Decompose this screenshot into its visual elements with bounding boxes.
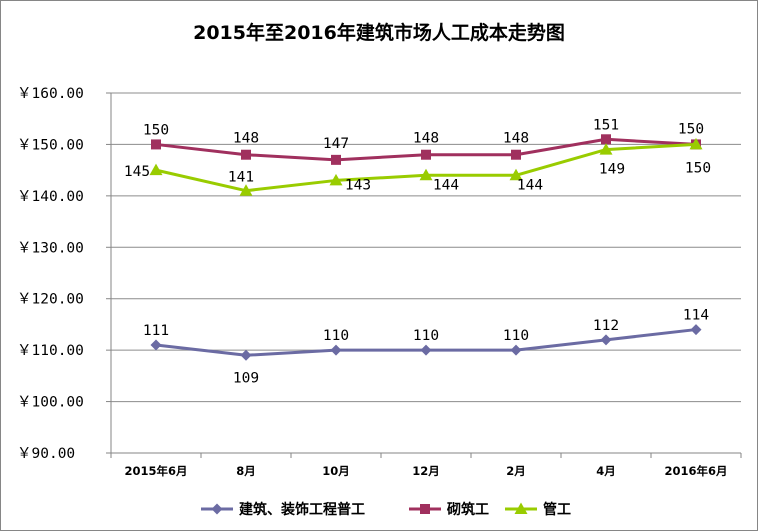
data-label: 149 <box>599 162 625 178</box>
x-tick-label: 10月 <box>322 464 350 478</box>
data-labels: 111 109 110 110 110 112 114 150 148 147 148 148 151 1… <box>124 117 711 386</box>
legend-marker <box>211 503 223 515</box>
data-point <box>240 349 252 361</box>
legend-marker <box>514 502 528 514</box>
y-axis-tick-labels: ￥160.00 ￥150.00 ￥140.00 ￥130.00 ￥120.00 ￥110.… <box>17 86 84 462</box>
data-point <box>239 184 253 196</box>
y-tick-label: ￥110.00 <box>17 343 84 359</box>
chart-title: 2015年至2016年建筑市场人工成本走势图 <box>193 21 565 44</box>
data-label: 148 <box>233 131 259 147</box>
grid-lines <box>106 92 741 454</box>
legend: 建筑、装饰工程普工 砌筑工 管工 <box>201 501 571 518</box>
y-tick-label: ￥150.00 <box>17 137 84 153</box>
data-label: 112 <box>593 318 619 334</box>
data-point <box>601 134 611 145</box>
data-label: 110 <box>323 328 349 344</box>
data-label: 151 <box>593 117 619 133</box>
legend-marker <box>420 504 430 514</box>
x-tick-label: 2月 <box>506 464 526 478</box>
data-label: 110 <box>503 328 529 344</box>
y-tick-label: ￥90.00 <box>17 446 75 462</box>
y-tick-label: ￥120.00 <box>17 292 84 308</box>
data-point <box>509 168 523 181</box>
data-label: 150 <box>685 160 711 176</box>
data-point <box>151 139 161 150</box>
data-point <box>689 137 703 150</box>
data-point <box>241 149 251 160</box>
data-label: 114 <box>683 308 709 324</box>
data-label: 144 <box>517 177 543 193</box>
data-point <box>599 143 613 155</box>
data-point <box>331 154 341 165</box>
data-label: 111 <box>143 323 169 339</box>
data-label: 148 <box>503 131 529 147</box>
series-lines <box>149 134 703 361</box>
x-tick-label: 12月 <box>412 464 440 478</box>
x-tick-label: 4月 <box>596 464 616 478</box>
legend-item: 管工 <box>505 501 571 518</box>
series-3 <box>149 137 703 196</box>
data-point <box>330 344 342 356</box>
data-point <box>690 324 702 336</box>
legend-item: 砌筑工 <box>409 501 489 518</box>
data-point <box>511 149 521 160</box>
y-tick-label: ￥160.00 <box>17 86 84 102</box>
data-label: 148 <box>413 131 439 147</box>
data-point <box>150 339 162 351</box>
data-point <box>419 168 433 181</box>
axes <box>110 93 742 458</box>
data-label: 143 <box>345 177 371 193</box>
data-label: 144 <box>433 177 459 193</box>
data-label: 150 <box>678 121 704 137</box>
legend-item: 建筑、装饰工程普工 <box>201 501 365 518</box>
x-tick-label: 2016年6月 <box>664 464 727 478</box>
data-label: 147 <box>323 136 349 152</box>
data-label: 145 <box>124 164 150 180</box>
data-label: 109 <box>233 370 259 386</box>
y-tick-label: ￥100.00 <box>17 395 84 411</box>
data-label: 150 <box>143 122 169 138</box>
x-tick-label: 2015年6月 <box>124 464 187 478</box>
data-point <box>421 149 431 160</box>
series-1 <box>150 324 702 361</box>
data-point <box>420 344 432 356</box>
data-point <box>329 173 343 186</box>
x-tick-label: 8月 <box>236 464 256 478</box>
data-label: 110 <box>413 328 439 344</box>
legend-label: 建筑、装饰工程普工 <box>239 501 365 518</box>
legend-label: 砌筑工 <box>446 501 489 518</box>
data-point <box>510 344 522 356</box>
y-tick-label: ￥140.00 <box>17 189 84 205</box>
data-point <box>600 334 612 346</box>
y-tick-label: ￥130.00 <box>17 240 84 256</box>
legend-label: 管工 <box>543 501 571 518</box>
data-label: 141 <box>228 170 254 186</box>
data-point <box>149 163 163 176</box>
x-axis-tick-labels: 2015年6月 8月 10月 12月 2月 4月 2016年6月 <box>124 464 727 478</box>
